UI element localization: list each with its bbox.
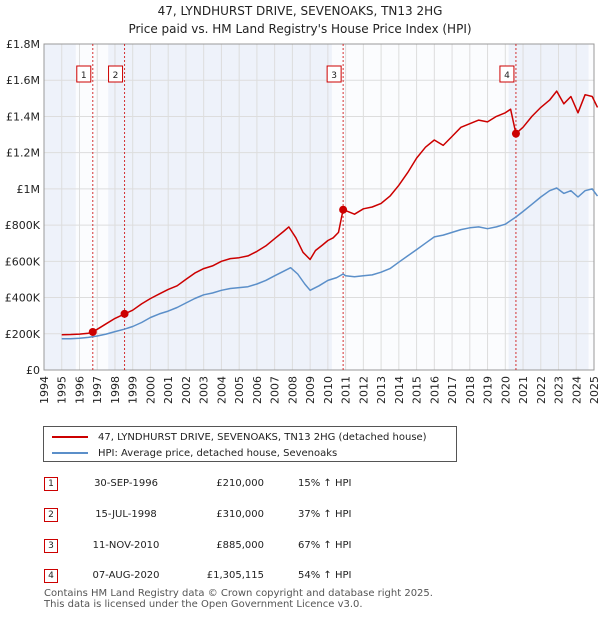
- x-tick-label: 2023: [553, 376, 566, 404]
- sale-date: 15-JUL-1998: [95, 509, 157, 520]
- legend-item-hpi: HPI: Average price, detached house, Seve…: [52, 446, 337, 460]
- x-tick-label: 2025: [588, 376, 600, 404]
- sale-date: 30-SEP-1996: [94, 478, 158, 489]
- legend-label-hpi: HPI: Average price, detached house, Seve…: [98, 447, 338, 459]
- x-tick-label: 1998: [109, 376, 122, 404]
- sale-number-label: 1: [81, 71, 87, 81]
- y-tick-label: £800K: [5, 219, 41, 232]
- sale-number-box: [499, 65, 515, 83]
- x-tick-label: 1999: [127, 376, 140, 404]
- x-tick-label: 2012: [357, 376, 370, 404]
- x-tick-label: 1996: [73, 376, 86, 404]
- y-tick-label: £600K: [5, 255, 41, 268]
- sale-number-badge: 2: [44, 508, 58, 522]
- sale-price: £885,000: [216, 540, 264, 551]
- x-tick-label: 2018: [464, 376, 477, 404]
- footer-license: This data is licensed under the Open Gov…: [44, 599, 363, 610]
- x-tick-label: 2014: [393, 376, 406, 404]
- plot-background: [44, 44, 594, 370]
- sale-number-badge: 4: [44, 569, 58, 583]
- sale-number-label: 2: [113, 71, 119, 81]
- x-tick-label: 2009: [304, 376, 317, 404]
- x-tick-label: 2017: [446, 376, 459, 404]
- x-tick-label: 1994: [38, 376, 51, 404]
- table-row: 3 11-NOV-2010 £885,000 67% ↑ HPI: [40, 538, 420, 556]
- x-tick-label: 2016: [428, 376, 441, 404]
- table-row: 1 30-SEP-1996 £210,000 15% ↑ HPI: [40, 476, 420, 494]
- sale-hpi-diff: 37% ↑ HPI: [298, 509, 352, 520]
- sale-point: [88, 327, 97, 336]
- sale-point: [511, 129, 520, 138]
- legend-item-property: 47, LYNDHURST DRIVE, SEVENOAKS, TN13 2HG…: [52, 430, 427, 444]
- sale-price: £210,000: [216, 478, 264, 489]
- chart-title: 47, LYNDHURST DRIVE, SEVENOAKS, TN13 2HG: [157, 4, 443, 18]
- sale-price: £310,000: [216, 509, 264, 520]
- sale-date: 11-NOV-2010: [92, 540, 160, 551]
- sale-point: [120, 309, 129, 318]
- y-tick-label: £400K: [5, 292, 41, 305]
- y-tick-label: £1M: [17, 183, 41, 196]
- x-tick-label: 2000: [144, 376, 157, 404]
- chart-subtitle: Price paid vs. HM Land Registry's House …: [128, 22, 472, 36]
- x-tick-label: 2003: [198, 376, 211, 404]
- sale-number-label: 3: [331, 71, 337, 81]
- sale-hpi-diff: 67% ↑ HPI: [298, 540, 352, 551]
- sale-hpi-diff: 15% ↑ HPI: [298, 478, 352, 489]
- x-tick-label: 2008: [286, 376, 299, 404]
- sale-hpi-diff: 54% ↑ HPI: [298, 570, 352, 581]
- ownership-shade: [75, 44, 109, 370]
- y-tick-label: £1.6M: [6, 74, 40, 87]
- x-tick-label: 2022: [535, 376, 548, 404]
- ownership-shade: [588, 44, 594, 370]
- x-tick-label: 2019: [482, 376, 495, 404]
- table-row: 4 07-AUG-2020 £1,305,115 54% ↑ HPI: [40, 568, 420, 586]
- sale-number-box: [76, 65, 92, 83]
- y-tick-label: £200K: [5, 328, 41, 341]
- x-tick-label: 2015: [411, 376, 424, 404]
- price-chart: £0 £200K £400K £600K £800K £1M £1.2M £1.4M £1.6M…: [5, 38, 600, 404]
- legend-label-property: 47, LYNDHURST DRIVE, SEVENOAKS, TN13 2HG…: [98, 431, 427, 443]
- ownership-shade: [331, 44, 509, 370]
- footer-attribution: Contains HM Land Registry data © Crown c…: [44, 588, 433, 610]
- x-tick-label: 1997: [91, 376, 104, 404]
- x-tick-label: 1995: [56, 376, 69, 404]
- x-tick-label: 2004: [215, 376, 228, 404]
- footer-copyright: Contains HM Land Registry data © Crown c…: [44, 588, 433, 599]
- x-tick-label: 2005: [233, 376, 246, 404]
- x-tick-label: 2024: [570, 376, 583, 404]
- x-tick-label: 2001: [162, 376, 175, 404]
- legend-swatch-hpi: [52, 452, 88, 454]
- x-tick-label: 2013: [375, 376, 388, 404]
- sale-number-label: 4: [504, 71, 510, 81]
- y-tick-label: £0: [26, 364, 40, 377]
- x-tick-label: 2011: [340, 376, 353, 404]
- x-tick-label: 2021: [517, 376, 530, 404]
- plot-frame: [43, 43, 595, 371]
- sale-number-box: [326, 65, 342, 83]
- sale-number-box: [108, 65, 124, 83]
- chart-legend: 47, LYNDHURST DRIVE, SEVENOAKS, TN13 2HG…: [43, 426, 457, 462]
- sale-price: £1,305,115: [206, 570, 264, 581]
- sale-point: [339, 205, 348, 214]
- sale-number-badge: 3: [44, 539, 58, 553]
- x-tick-label: 2006: [251, 376, 264, 404]
- legend-swatch-property: [52, 436, 88, 438]
- property-series-line: [61, 90, 599, 336]
- table-row: 2 15-JUL-1998 £310,000 37% ↑ HPI: [40, 507, 420, 525]
- x-tick-label: 2020: [499, 376, 512, 404]
- y-tick-label: £1.4M: [6, 110, 40, 123]
- sale-number-badge: 1: [44, 477, 58, 491]
- sale-date: 07-AUG-2020: [92, 570, 160, 581]
- hpi-series-line: [61, 187, 599, 340]
- x-tick-label: 2002: [180, 376, 193, 404]
- x-tick-label: 2010: [322, 376, 335, 404]
- y-tick-label: £1.2M: [6, 147, 40, 160]
- x-tick-label: 2007: [269, 376, 282, 404]
- y-tick-label: £1.8M: [6, 38, 40, 51]
